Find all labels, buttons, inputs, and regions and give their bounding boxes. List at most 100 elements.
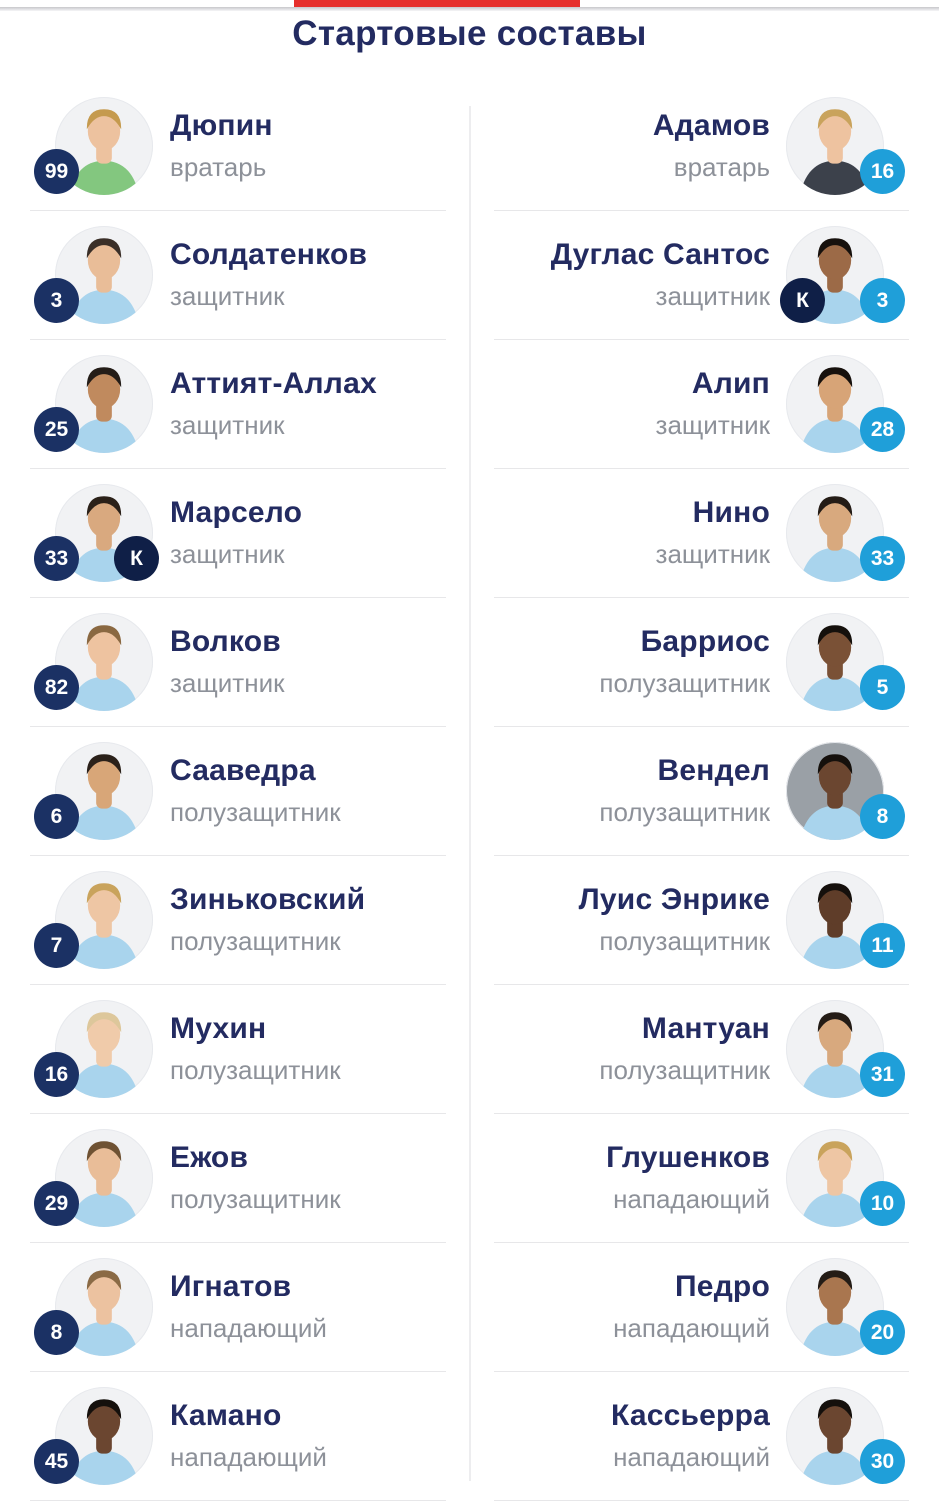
player-cell-home[interactable]: К 33 Марсело защитник bbox=[30, 469, 446, 598]
player-name: Алип bbox=[691, 367, 770, 400]
player-cell-home[interactable]: 6 Сааведра полузащитник bbox=[30, 727, 446, 856]
player-row: 29 Ежов полузащитник Глушенков нападающий 10 bbox=[30, 1114, 909, 1243]
player-row: 25 Аттият-Аллах защитник Алип защитник 28 bbox=[30, 340, 909, 469]
player-avatar: 45 bbox=[34, 1387, 153, 1485]
player-cell-away[interactable]: Дуглас Сантос защитник К 3 bbox=[493, 211, 909, 340]
player-name: Педро bbox=[675, 1270, 770, 1303]
player-number-badge: 20 bbox=[860, 1310, 905, 1355]
player-photo-silhouette bbox=[69, 238, 139, 324]
player-avatar: 7 bbox=[34, 871, 153, 969]
player-position: нападающий bbox=[613, 1313, 770, 1343]
player-cell-home[interactable]: 3 Солдатенков защитник bbox=[30, 211, 446, 340]
player-number-badge: 16 bbox=[34, 1052, 79, 1097]
player-cell-home[interactable]: 45 Камано нападающий bbox=[30, 1372, 446, 1501]
player-cell-away[interactable]: Мантуан полузащитник 31 bbox=[493, 985, 909, 1114]
player-text: Глушенков нападающий bbox=[606, 1141, 770, 1215]
player-text: Вендел полузащитник bbox=[599, 754, 770, 828]
player-number-badge: 25 bbox=[34, 407, 79, 452]
player-photo-silhouette bbox=[800, 754, 870, 840]
player-avatar: 30 bbox=[786, 1387, 905, 1485]
player-photo-silhouette bbox=[69, 1012, 139, 1098]
player-cell-home[interactable]: 7 Зиньковский полузащитник bbox=[30, 856, 446, 985]
player-number-badge: 7 bbox=[34, 923, 79, 968]
player-name: Кассьерра bbox=[611, 1399, 770, 1432]
player-cell-home[interactable]: 16 Мухин полузащитник bbox=[30, 985, 446, 1114]
player-cell-away[interactable]: Адамов вратарь 16 bbox=[493, 82, 909, 211]
player-text: Солдатенков защитник bbox=[170, 238, 367, 312]
player-text: Дюпин вратарь bbox=[170, 109, 273, 183]
player-avatar: 5 bbox=[786, 613, 905, 711]
player-photo-silhouette bbox=[69, 1141, 139, 1227]
player-number-badge: 8 bbox=[860, 794, 905, 839]
player-photo-silhouette bbox=[800, 1012, 870, 1098]
player-name: Барриос bbox=[640, 625, 770, 658]
player-cell-away[interactable]: Педро нападающий 20 bbox=[493, 1243, 909, 1372]
player-position: защитник bbox=[170, 410, 285, 440]
player-text: Ежов полузащитник bbox=[170, 1141, 341, 1215]
player-avatar: 99 bbox=[34, 97, 153, 195]
lineups-title: Стартовые составы bbox=[292, 14, 647, 53]
player-number-badge: 99 bbox=[34, 149, 79, 194]
player-position: защитник bbox=[170, 668, 285, 698]
player-position: нападающий bbox=[170, 1313, 327, 1343]
player-name: Аттият-Аллах bbox=[170, 367, 377, 400]
player-photo-silhouette bbox=[800, 1141, 870, 1227]
player-photo-silhouette bbox=[800, 109, 870, 195]
player-row: 6 Сааведра полузащитник Вендел полузащитник 8 bbox=[30, 727, 909, 856]
player-name: Дуглас Сантос bbox=[550, 238, 770, 271]
player-number-badge: 10 bbox=[860, 1181, 905, 1226]
player-text: Мантуан полузащитник bbox=[599, 1012, 770, 1086]
player-cell-home[interactable]: 82 Волков защитник bbox=[30, 598, 446, 727]
player-number-badge: 11 bbox=[860, 923, 905, 968]
player-cell-home[interactable]: 25 Аттият-Аллах защитник bbox=[30, 340, 446, 469]
player-cell-away[interactable]: Глушенков нападающий 10 bbox=[493, 1114, 909, 1243]
player-cell-away[interactable]: Барриос полузащитник 5 bbox=[493, 598, 909, 727]
player-number-badge: 5 bbox=[860, 665, 905, 710]
player-position: нападающий bbox=[170, 1442, 327, 1472]
player-avatar: 33 bbox=[786, 484, 905, 582]
player-avatar: 31 bbox=[786, 1000, 905, 1098]
player-number-badge: 31 bbox=[860, 1052, 905, 1097]
player-avatar: 28 bbox=[786, 355, 905, 453]
player-row: К 33 Марсело защитник Нино защитник 33 bbox=[30, 469, 909, 598]
player-cell-away[interactable]: Нино защитник 33 bbox=[493, 469, 909, 598]
player-name: Игнатов bbox=[170, 1270, 292, 1303]
player-name: Солдатенков bbox=[170, 238, 368, 271]
player-cell-away[interactable]: Алип защитник 28 bbox=[493, 340, 909, 469]
player-text: Марсело защитник bbox=[170, 496, 302, 570]
player-avatar: 3 bbox=[34, 226, 153, 324]
player-text: Камано нападающий bbox=[170, 1399, 327, 1473]
player-cell-home[interactable]: 99 Дюпин вратарь bbox=[30, 82, 446, 211]
player-number-badge: 82 bbox=[34, 665, 79, 710]
player-name: Дюпин bbox=[170, 109, 273, 142]
player-cell-away[interactable]: Вендел полузащитник 8 bbox=[493, 727, 909, 856]
player-text: Волков защитник bbox=[170, 625, 284, 699]
player-avatar: 82 bbox=[34, 613, 153, 711]
player-position: защитник bbox=[170, 539, 285, 569]
player-text: Педро нападающий bbox=[613, 1270, 770, 1344]
player-number-badge: 16 bbox=[860, 149, 905, 194]
active-tab-indicator bbox=[294, 0, 580, 7]
player-position: защитник bbox=[170, 281, 285, 311]
player-name: Мантуан bbox=[641, 1012, 770, 1045]
player-row: 82 Волков защитник Барриос полузащитник 5 bbox=[30, 598, 909, 727]
player-position: полузащитник bbox=[599, 926, 770, 956]
player-number-badge: 3 bbox=[860, 278, 905, 323]
player-text: Нино защитник bbox=[656, 496, 770, 570]
player-cell-home[interactable]: 8 Игнатов нападающий bbox=[30, 1243, 446, 1372]
player-cell-away[interactable]: Кассьерра нападающий 30 bbox=[493, 1372, 909, 1501]
player-photo-silhouette bbox=[800, 883, 870, 969]
player-cell-away[interactable]: Луис Энрике полузащитник 11 bbox=[493, 856, 909, 985]
player-number-badge: 28 bbox=[860, 407, 905, 452]
player-avatar: 8 bbox=[786, 742, 905, 840]
captain-badge: К bbox=[114, 536, 159, 581]
player-position: защитник bbox=[655, 410, 770, 440]
player-text: Аттият-Аллах защитник bbox=[170, 367, 377, 441]
player-photo-silhouette bbox=[800, 1270, 870, 1356]
player-number-badge: 33 bbox=[34, 536, 79, 581]
captain-badge: К bbox=[780, 278, 825, 323]
player-avatar: 8 bbox=[34, 1258, 153, 1356]
player-text: Дуглас Сантос защитник bbox=[551, 238, 770, 312]
player-cell-home[interactable]: 29 Ежов полузащитник bbox=[30, 1114, 446, 1243]
